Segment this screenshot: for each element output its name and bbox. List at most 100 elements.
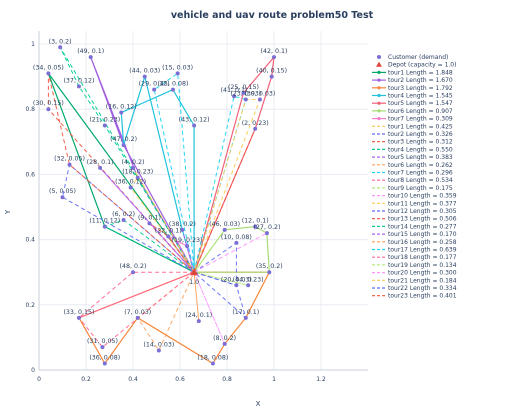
routes [47,46,275,365]
legend-item-label[interactable]: tour18 Length = 0.177 [388,254,457,261]
legend-item-label[interactable]: tour3 Length = 1.792 [388,85,453,92]
customer-point [234,283,239,288]
customer-point [222,227,227,232]
customer-point [121,143,126,148]
route-line [193,99,261,273]
customer-point [234,240,239,245]
y-tick-label: 1 [31,41,35,48]
customer-point [46,107,51,112]
x-axis-label: X [256,400,261,408]
x-tick-label: 1.2 [316,376,326,383]
customer-label: (44, 0.23) [233,276,264,283]
customer-point [98,165,103,170]
customer-label: (31, 0.05) [87,338,118,345]
customer-label: (10, 0.08) [221,234,252,241]
legend[interactable]: Customer (demand)Depot (capacity = 1.0)t… [372,54,457,300]
y-axis-label: Y [4,209,12,215]
legend-item-label[interactable]: tour16 Length = 0.258 [388,239,457,246]
customer-label: (6, 0.2) [112,211,135,218]
customer-label: (36, 0.08) [89,354,120,361]
route-line [148,222,195,273]
legend-item-label[interactable]: tour19 Length = 0.134 [388,262,457,269]
customer-label: (27, 0.2) [253,224,280,231]
legend-item-label[interactable]: tour22 Length = 0.334 [388,285,457,292]
legend-depot-label: Depot (capacity = 1.0) [388,62,456,69]
y-tick-label: 0.2 [25,302,35,309]
customer-label: (4, 0.2) [122,159,145,166]
customer-points [46,45,276,366]
legend-depot-marker [376,61,382,67]
customer-label: (9, 0.1) [138,214,161,221]
legend-item-label[interactable]: tour7 Length = 0.296 [388,170,453,177]
depot: 1.0 [189,268,199,286]
customer-point [253,224,258,229]
customer-label: (32, 0.05) [54,156,85,163]
customer-label: (17, 0.1) [232,309,259,316]
legend-item-label[interactable]: tour21 Length = 0.184 [388,277,457,284]
legend-item-label[interactable]: tour9 Length = 0.175 [388,185,453,192]
legend-item-label[interactable]: tour5 Length = 0.383 [388,154,453,161]
legend-item-label[interactable]: tour7 Length = 0.309 [388,116,453,123]
legend-line-marker [377,101,381,105]
legend-item-label[interactable]: tour1 Length = 1.848 [388,69,453,76]
customer-point [76,315,81,320]
customer-point [241,90,246,95]
route-line [59,46,195,273]
customer-label: (43, 0.12) [179,117,210,124]
customer-point [88,55,93,60]
legend-line-marker [377,78,381,82]
legend-item-label[interactable]: tour6 Length = 0.262 [388,162,453,169]
legend-item-label[interactable]: tour15 Length = 0.170 [388,231,457,238]
customer-label: (23, 0.03) [230,90,261,97]
legend-item-label[interactable]: tour5 Length = 1.547 [388,100,453,107]
x-tick-label: 0.4 [128,376,138,383]
legend-item-label[interactable]: tour4 Length = 1.545 [388,93,453,100]
y-tick-label: 0.8 [25,106,35,113]
customer-point [185,244,190,249]
legend-item-label[interactable]: tour2 Length = 0.326 [388,131,453,138]
customer-point [102,224,107,229]
customer-point [269,74,274,79]
legend-item-label[interactable]: tour8 Length = 0.534 [388,177,453,184]
customer-point [131,270,135,275]
customer-point [156,348,161,353]
customer-label: (34, 0.05) [33,64,64,71]
customer-labels: (3, 0.2) (49, 0.1) (42, 0.1) (34, 0.05) (37,… [33,38,288,361]
customer-point [264,231,269,236]
legend-item-label[interactable]: tour1 Length = 0.425 [388,123,453,130]
customer-label: (47, 0.2) [110,136,137,143]
customer-point [192,123,197,128]
legend-item-label[interactable]: tour13 Length = 0.506 [388,216,457,223]
legend-item-label[interactable]: tour14 Length = 0.277 [388,223,457,230]
y-tick-label: 0 [31,367,35,374]
customer-label: (48, 0.2) [120,263,147,270]
customer-label: (28, 0.1) [87,159,114,166]
legend-item-label[interactable]: tour3 Length = 0.312 [388,139,453,146]
legend-item-label[interactable]: tour4 Length = 0.550 [388,146,453,153]
customer-point [58,45,63,50]
legend-item-label[interactable]: tour6 Length = 0.907 [388,108,453,115]
legend-item-label[interactable]: tour23 Length = 0.401 [388,293,457,300]
customer-point [222,341,227,346]
customer-label: (29, 0.12) [139,81,170,88]
legend-item-label[interactable]: tour20 Length = 0.300 [388,270,457,277]
customer-label: (14, 0.03) [143,341,174,348]
legend-item-label[interactable]: tour12 Length = 0.305 [388,208,457,215]
x-tick-label: 0.2 [81,376,91,383]
legend-customer-marker [377,55,381,59]
customer-point [121,218,126,223]
route-line [78,271,195,348]
route-line [104,219,195,273]
customer-point [76,84,81,89]
legend-item-label[interactable]: tour2 Length = 1.670 [388,77,453,84]
customer-label: (16, 0.12) [106,103,137,110]
legend-item-label[interactable]: tour10 Length = 0.359 [388,193,457,200]
customer-label: (18, 0.08) [197,354,228,361]
legend-item-label[interactable]: tour11 Length = 0.377 [388,200,457,207]
legend-item-label[interactable]: tour17 Length = 0.639 [388,247,457,254]
customer-point [102,123,107,128]
route-line [153,72,195,273]
y-tick-label: 0.4 [25,237,35,244]
route-line [193,271,249,286]
customer-point [232,94,237,99]
